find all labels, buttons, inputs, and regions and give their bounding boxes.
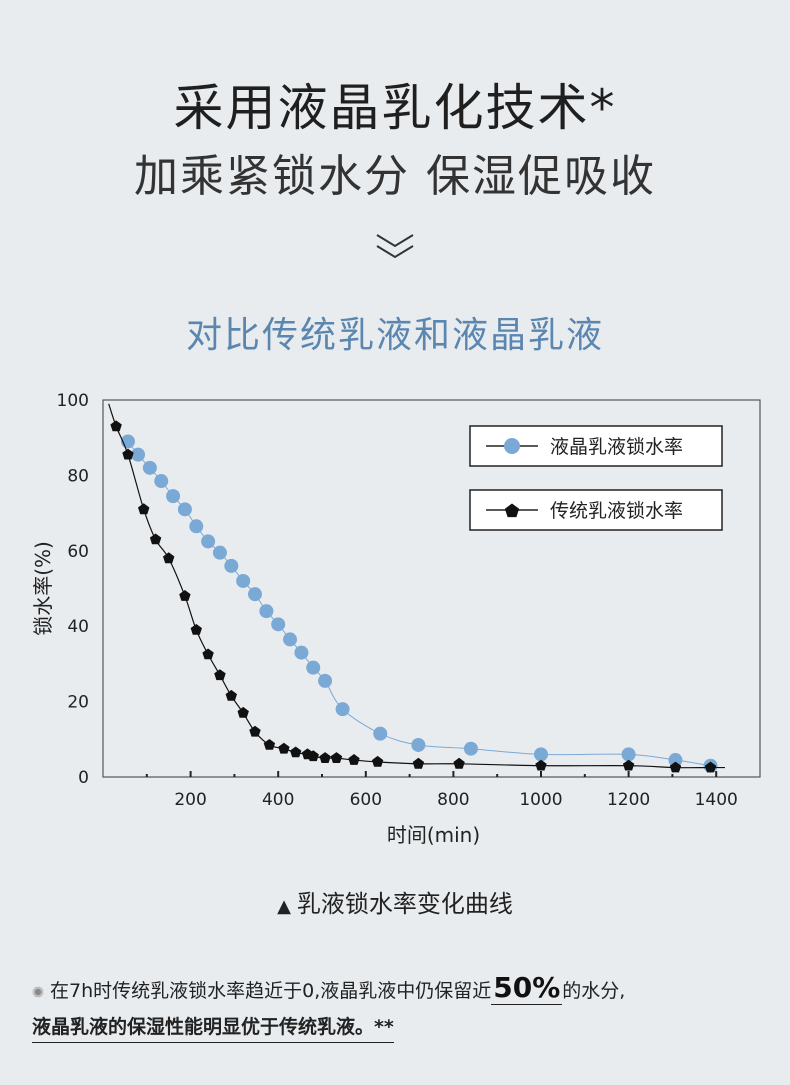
legend-marker-circle	[504, 438, 520, 454]
data-point-liquid-crystal	[247, 587, 262, 602]
data-point-traditional	[263, 739, 276, 750]
x-tick-label: 1200	[607, 790, 650, 810]
data-point-traditional	[535, 759, 547, 771]
data-point-traditional	[225, 689, 237, 701]
data-point-liquid-crystal	[463, 741, 478, 756]
data-point-liquid-crystal	[224, 558, 239, 573]
data-point-traditional	[704, 761, 717, 773]
x-tick-label: 1400	[695, 790, 738, 810]
data-point-traditional	[307, 750, 319, 762]
data-point-traditional	[138, 503, 150, 515]
comparison-heading: 对比传统乳液和液晶乳液	[185, 315, 604, 356]
data-point-traditional	[371, 755, 384, 767]
data-point-liquid-crystal	[154, 474, 169, 489]
legend-marker-pentagon	[504, 503, 520, 518]
data-point-liquid-crystal	[177, 502, 192, 517]
data-point-traditional	[190, 624, 202, 635]
legend-label-2: 传统乳液锁水率	[550, 500, 683, 522]
data-point-traditional	[278, 742, 290, 754]
note-highlight: 50%	[491, 971, 563, 1005]
data-point-liquid-crystal	[189, 519, 204, 534]
data-point-traditional	[330, 752, 343, 763]
data-point-traditional	[179, 590, 191, 601]
data-point-traditional	[249, 725, 261, 737]
y-axis-label: 锁水率(%)	[31, 541, 55, 636]
y-tick-label: 60	[67, 542, 89, 562]
data-point-liquid-crystal	[131, 447, 146, 462]
data-point-liquid-crystal	[335, 702, 350, 717]
legend-label-1: 液晶乳液锁水率	[550, 436, 683, 458]
data-point-traditional	[319, 752, 331, 763]
data-point-traditional	[214, 669, 226, 681]
data-point-liquid-crystal	[166, 489, 181, 504]
data-point-traditional	[237, 706, 249, 718]
data-point-traditional	[669, 761, 682, 773]
data-point-liquid-crystal	[668, 753, 683, 768]
data-point-liquid-crystal	[318, 673, 333, 688]
double-chevron-down-icon	[376, 234, 414, 259]
data-point-liquid-crystal	[373, 726, 388, 741]
x-tick-label: 400	[262, 790, 294, 810]
data-point-traditional	[290, 746, 302, 758]
data-point-liquid-crystal	[201, 534, 216, 549]
y-tick-label: 100	[57, 391, 89, 411]
page-title: 采用液晶乳化技术*	[173, 79, 617, 137]
plot-frame	[102, 399, 761, 778]
conclusion-note: 在7h时传统乳液锁水率趋近于0,液晶乳液中仍保留近50% 的水分, 液晶乳液的保湿…	[32, 970, 772, 1045]
data-point-traditional	[348, 754, 360, 765]
moisture-lock-chart: 0 20 40 60 80 100 200 400 600 800 1000 1200 1400 时间(m…	[31, 391, 761, 847]
data-point-liquid-crystal	[283, 632, 298, 647]
data-point-liquid-crystal	[621, 747, 636, 762]
chart-caption: ▲ 乳液锁水率变化曲线	[0, 884, 790, 919]
data-point-traditional	[412, 757, 425, 769]
x-tick-label: 600	[350, 790, 382, 810]
y-tick-label: 0	[78, 768, 89, 788]
data-point-liquid-crystal	[411, 737, 426, 752]
x-tick-label: 200	[174, 790, 206, 810]
page-subtitle: 加乘紧锁水分 保湿促吸收	[134, 151, 656, 202]
triangle-up-icon: ▲	[277, 896, 291, 917]
y-tick-label: 40	[67, 617, 89, 637]
data-point-liquid-crystal	[236, 573, 251, 588]
note-text-part1: 在7h时传统乳液锁水率趋近于0,液晶乳液中仍保留近	[50, 980, 492, 1002]
data-point-liquid-crystal	[259, 604, 274, 619]
data-point-traditional	[149, 533, 162, 545]
note-text-part2: 的水分,	[562, 980, 626, 1002]
data-point-liquid-crystal	[212, 545, 227, 560]
data-point-traditional	[163, 552, 175, 564]
data-point-liquid-crystal	[306, 660, 321, 675]
data-point-traditional	[202, 648, 214, 660]
data-point-liquid-crystal	[142, 460, 157, 475]
data-point-liquid-crystal	[534, 747, 548, 762]
y-tick-label: 20	[67, 693, 89, 713]
data-point-traditional	[453, 757, 465, 769]
x-tick-label: 800	[437, 790, 469, 810]
data-point-traditional	[622, 759, 635, 771]
y-tick-label: 80	[67, 466, 89, 486]
chart-caption-text: 乳液锁水率变化曲线	[296, 890, 513, 918]
x-tick-label: 1000	[519, 790, 562, 810]
data-point-liquid-crystal	[271, 617, 286, 632]
note-text-line2: 液晶乳液的保湿性能明显优于传统乳液。**	[32, 1012, 394, 1043]
x-axis-label: 时间(min)	[387, 823, 480, 847]
bullet-dot-icon	[32, 985, 44, 998]
data-point-liquid-crystal	[294, 645, 309, 660]
data-point-traditional	[110, 420, 122, 432]
data-point-traditional	[122, 448, 134, 460]
